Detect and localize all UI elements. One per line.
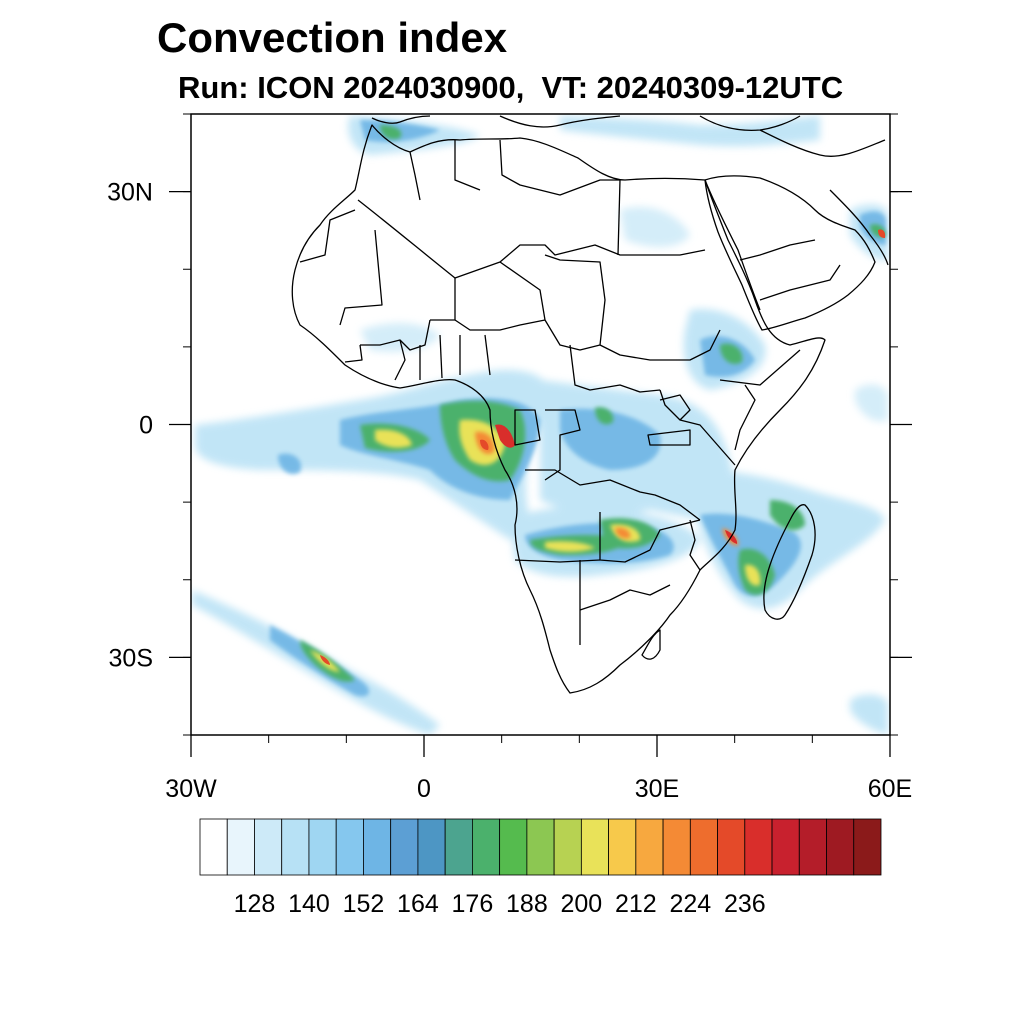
colorbar-swatch xyxy=(798,818,827,876)
colorbar-swatch xyxy=(635,818,664,876)
lon-tick-label: 30W xyxy=(165,775,217,803)
colorbar-label: 200 xyxy=(561,890,603,918)
colorbar-swatch xyxy=(580,818,609,876)
chart-title: Convection index xyxy=(157,14,508,61)
country-borders xyxy=(291,115,889,694)
colorbar-label: 224 xyxy=(669,890,711,918)
lon-tick-label: 0 xyxy=(417,775,431,803)
colorbar-swatch xyxy=(281,818,310,876)
colorbar-swatch xyxy=(499,818,528,876)
madagascar-coastline xyxy=(763,504,816,620)
colorbar-label: 152 xyxy=(343,890,385,918)
colorbar-swatch xyxy=(553,818,582,876)
colorbar-label: 212 xyxy=(615,890,657,918)
lat-tick-label: 0 xyxy=(139,412,153,440)
colorbar-swatch xyxy=(744,818,773,876)
colorbar-label: 236 xyxy=(724,890,766,918)
chart-subtitle: Run: ICON 2024030900, VT: 20240309-12UTC xyxy=(178,70,844,105)
lat-tick-label: 30N xyxy=(107,179,153,207)
colorbar-swatch xyxy=(254,818,283,876)
colorbar: 128 140 152 164 176 188 200 212 224 236 xyxy=(199,818,882,918)
convection-area-egypt-band xyxy=(620,206,690,247)
axis-ticks: 30W 0 30E 60E 30N 0 30S xyxy=(107,113,912,803)
colorbar-swatch xyxy=(335,818,364,876)
colorbar-label: 128 xyxy=(234,890,276,918)
colorbar-label: 188 xyxy=(506,890,548,918)
colorbar-swatch xyxy=(826,818,855,876)
colorbar-swatch xyxy=(226,818,255,876)
lat-tick-label: 30S xyxy=(109,644,153,672)
colorbar-swatch xyxy=(444,818,473,876)
colorbar-label: 140 xyxy=(288,890,330,918)
colorbar-swatch xyxy=(390,818,419,876)
convection-area-mediterranean-east xyxy=(560,116,820,147)
convection-area-indian-ocean-east xyxy=(855,384,888,422)
convection-area-far-south-east xyxy=(850,694,888,735)
lon-tick-label: 60E xyxy=(868,775,912,803)
africa-coastline xyxy=(291,124,826,694)
colorbar-swatch xyxy=(608,818,637,876)
colorbar-swatch xyxy=(417,818,446,876)
lon-tick-label: 30E xyxy=(635,775,679,803)
arabia-coastline xyxy=(704,175,876,331)
colorbar-swatch xyxy=(308,818,337,876)
colorbar-swatch xyxy=(526,818,555,876)
colorbar-swatch xyxy=(471,818,501,876)
colorbar-swatch xyxy=(363,818,392,876)
colorbar-swatch xyxy=(717,818,746,876)
colorbar-swatch xyxy=(853,818,882,876)
colorbar-label: 164 xyxy=(397,890,439,918)
colorbar-swatch xyxy=(689,818,718,876)
colorbar-swatch xyxy=(771,818,800,876)
colorbar-label: 176 xyxy=(452,890,494,918)
colorbar-swatch xyxy=(199,818,228,876)
colorbar-swatch xyxy=(662,818,691,876)
